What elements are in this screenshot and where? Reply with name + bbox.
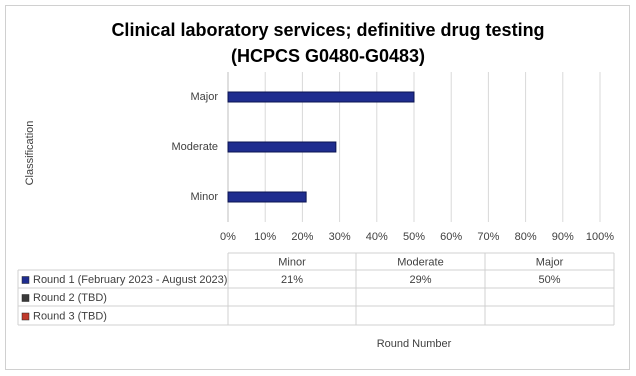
x-tick-label: 70% xyxy=(477,231,499,243)
y-tick-label: Major xyxy=(190,91,218,103)
legend-key xyxy=(21,276,30,284)
x-tick-label: 20% xyxy=(291,231,313,243)
x-tick-label: 40% xyxy=(366,231,388,243)
table-value: 29% xyxy=(409,274,431,286)
bar xyxy=(227,91,415,103)
x-tick-label: 0% xyxy=(220,231,236,243)
x-tick-label: 10% xyxy=(254,231,276,243)
legend-key xyxy=(21,312,30,321)
table-header: Moderate xyxy=(397,256,443,268)
y-tick-label: Moderate xyxy=(172,141,218,153)
chart-title: Clinical laboratory services; definitive… xyxy=(111,20,544,40)
legend-key xyxy=(21,294,30,302)
table-header: Major xyxy=(536,256,564,268)
bar xyxy=(227,191,307,203)
x-tick-label: 100% xyxy=(586,231,614,243)
bar xyxy=(227,141,337,153)
legend-label: Round 2 (TBD) xyxy=(33,292,107,304)
table-value: 50% xyxy=(538,274,560,286)
legend-label: Round 3 (TBD) xyxy=(33,310,107,322)
y-axis-label: Classification xyxy=(24,121,36,186)
chart-title: (HCPCS G0480-G0483) xyxy=(231,46,425,66)
x-tick-label: 50% xyxy=(403,231,425,243)
table-header: Minor xyxy=(278,256,306,268)
x-tick-label: 90% xyxy=(552,231,574,243)
x-tick-label: 80% xyxy=(515,231,537,243)
x-axis-label: Round Number xyxy=(377,338,452,350)
table-value: 21% xyxy=(281,274,303,286)
x-tick-label: 30% xyxy=(329,231,351,243)
legend-label: Round 1 (February 2023 - August 2023) xyxy=(33,274,227,286)
y-tick-label: Minor xyxy=(190,191,218,203)
x-tick-label: 60% xyxy=(440,231,462,243)
